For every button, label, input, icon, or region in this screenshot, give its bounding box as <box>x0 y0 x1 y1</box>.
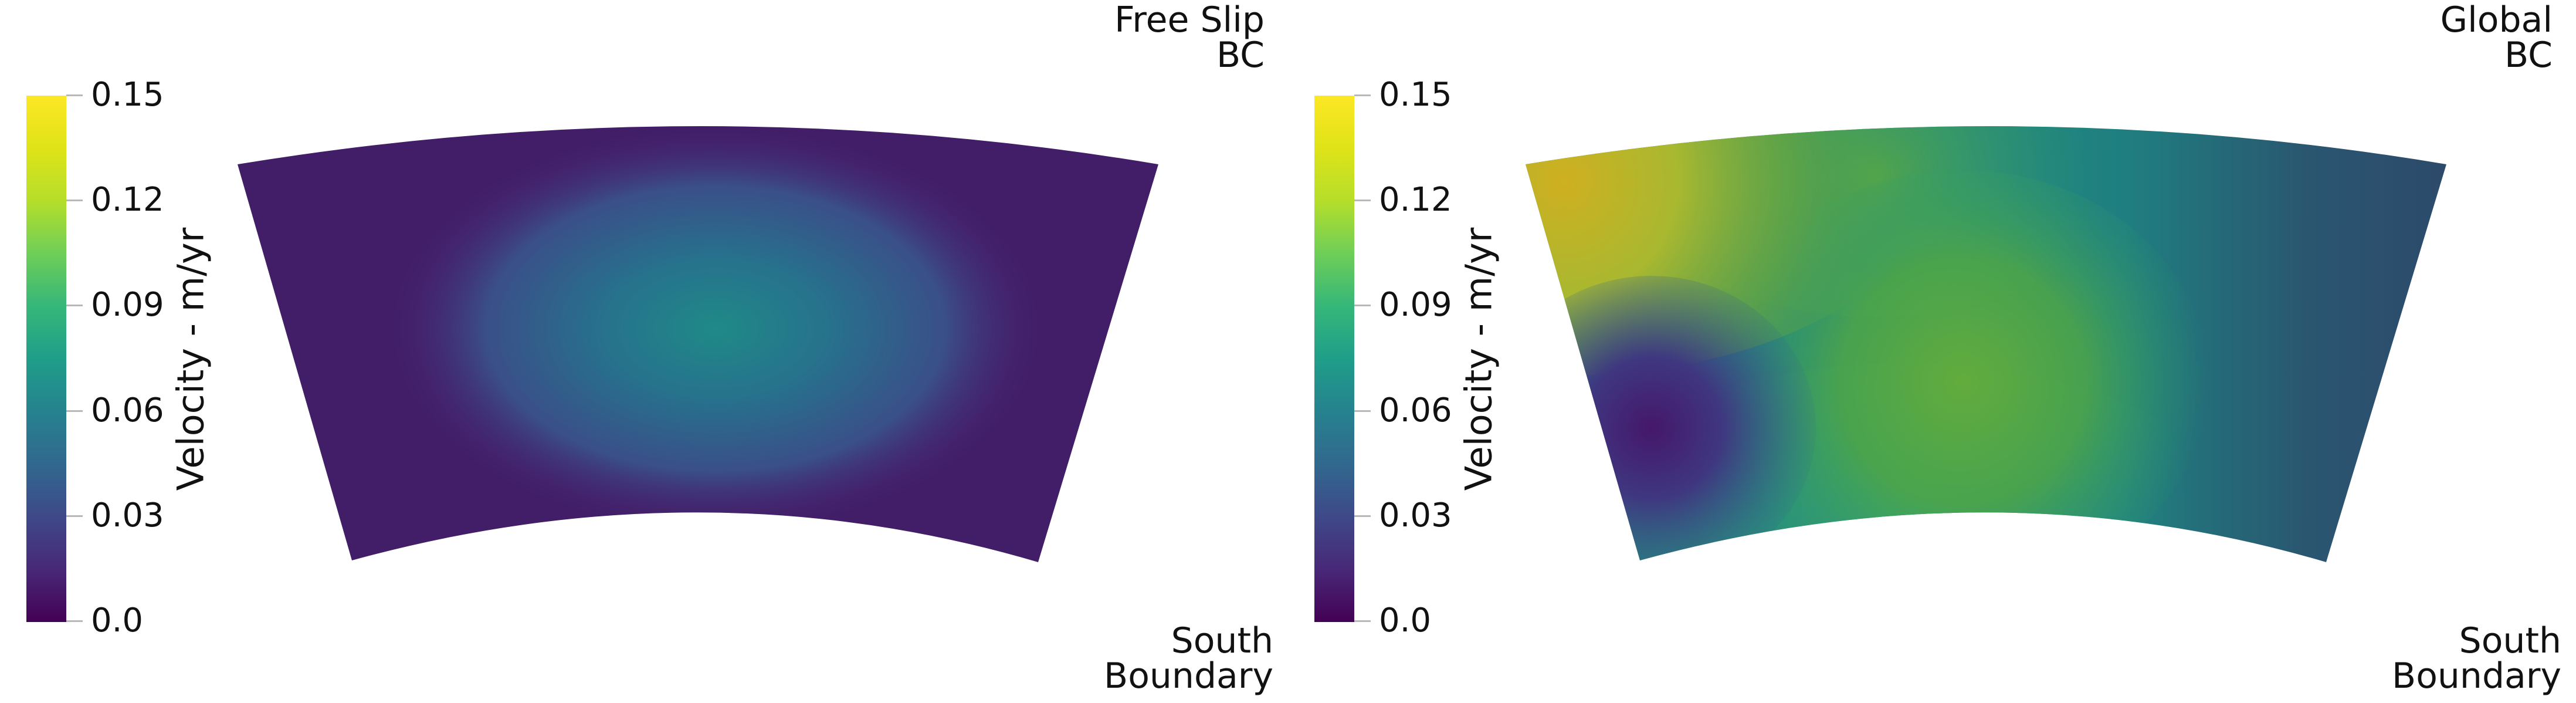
colorbar-tick <box>66 620 83 622</box>
boundary-label: South Boundary <box>2392 623 2561 694</box>
colorbar-tick-label: 0.09 <box>1379 286 1452 324</box>
colorbar-tick-label: 0.15 <box>1379 76 1452 114</box>
colorbar-tick <box>1354 94 1371 96</box>
bc-label-line: Global <box>2440 0 2553 40</box>
colorbar-tick <box>66 515 83 517</box>
boundary-label: South Boundary <box>1104 623 1273 694</box>
bc-label: Free Slip BC <box>1114 2 1265 73</box>
colorbar <box>1314 96 1354 622</box>
velocity-field-plot <box>1526 126 2446 562</box>
colorbar-tick <box>66 410 83 412</box>
colorbar-tick-label: 0.06 <box>1379 391 1452 430</box>
global-bc-panel: 0.15 0.12 0.09 0.06 0.03 0.0 Velocity - … <box>1288 0 2576 703</box>
colorbar-tick <box>66 305 83 306</box>
boundary-label-line: Boundary <box>1104 655 1273 697</box>
colorbar-tick <box>66 94 83 96</box>
bc-label-line: BC <box>2504 35 2553 76</box>
colorbar-tick <box>1354 410 1371 412</box>
colorbar-tick <box>1354 515 1371 517</box>
colorbar-tick-label: 0.06 <box>91 391 164 430</box>
colorbar-tick-label: 0.0 <box>1379 601 1432 640</box>
colorbar-tick <box>66 200 83 201</box>
velocity-field-plot <box>238 126 1158 562</box>
colorbar-title: Velocity - m/yr <box>1457 227 1500 491</box>
colorbar-tick-label: 0.0 <box>91 601 144 640</box>
colorbar-tick <box>1354 620 1371 622</box>
boundary-label-line: South <box>1171 620 1273 661</box>
colorbar <box>26 96 66 622</box>
wedge-region <box>238 126 1158 562</box>
boundary-label-line: Boundary <box>2392 655 2561 697</box>
colorbar-title: Velocity - m/yr <box>169 227 212 491</box>
colorbar-tick-label: 0.03 <box>1379 496 1452 535</box>
bc-label-line: BC <box>1216 35 1265 76</box>
free-slip-panel: 0.15 0.12 0.09 0.06 0.03 0.0 Velocity - … <box>26 2 1273 694</box>
colorbar-tick-label: 0.15 <box>91 76 164 114</box>
colorbar-tick-label: 0.12 <box>1379 181 1452 219</box>
boundary-label-line: South <box>2459 620 2561 661</box>
colorbar-tick <box>1354 200 1371 201</box>
bc-label: Global BC <box>2441 2 2553 73</box>
bc-label-line: Free Slip <box>1114 0 1265 40</box>
colorbar-tick-label: 0.03 <box>91 496 164 535</box>
colorbar-tick-label: 0.12 <box>91 181 164 219</box>
colorbar-tick <box>1354 305 1371 306</box>
colorbar-tick-label: 0.09 <box>91 286 164 324</box>
